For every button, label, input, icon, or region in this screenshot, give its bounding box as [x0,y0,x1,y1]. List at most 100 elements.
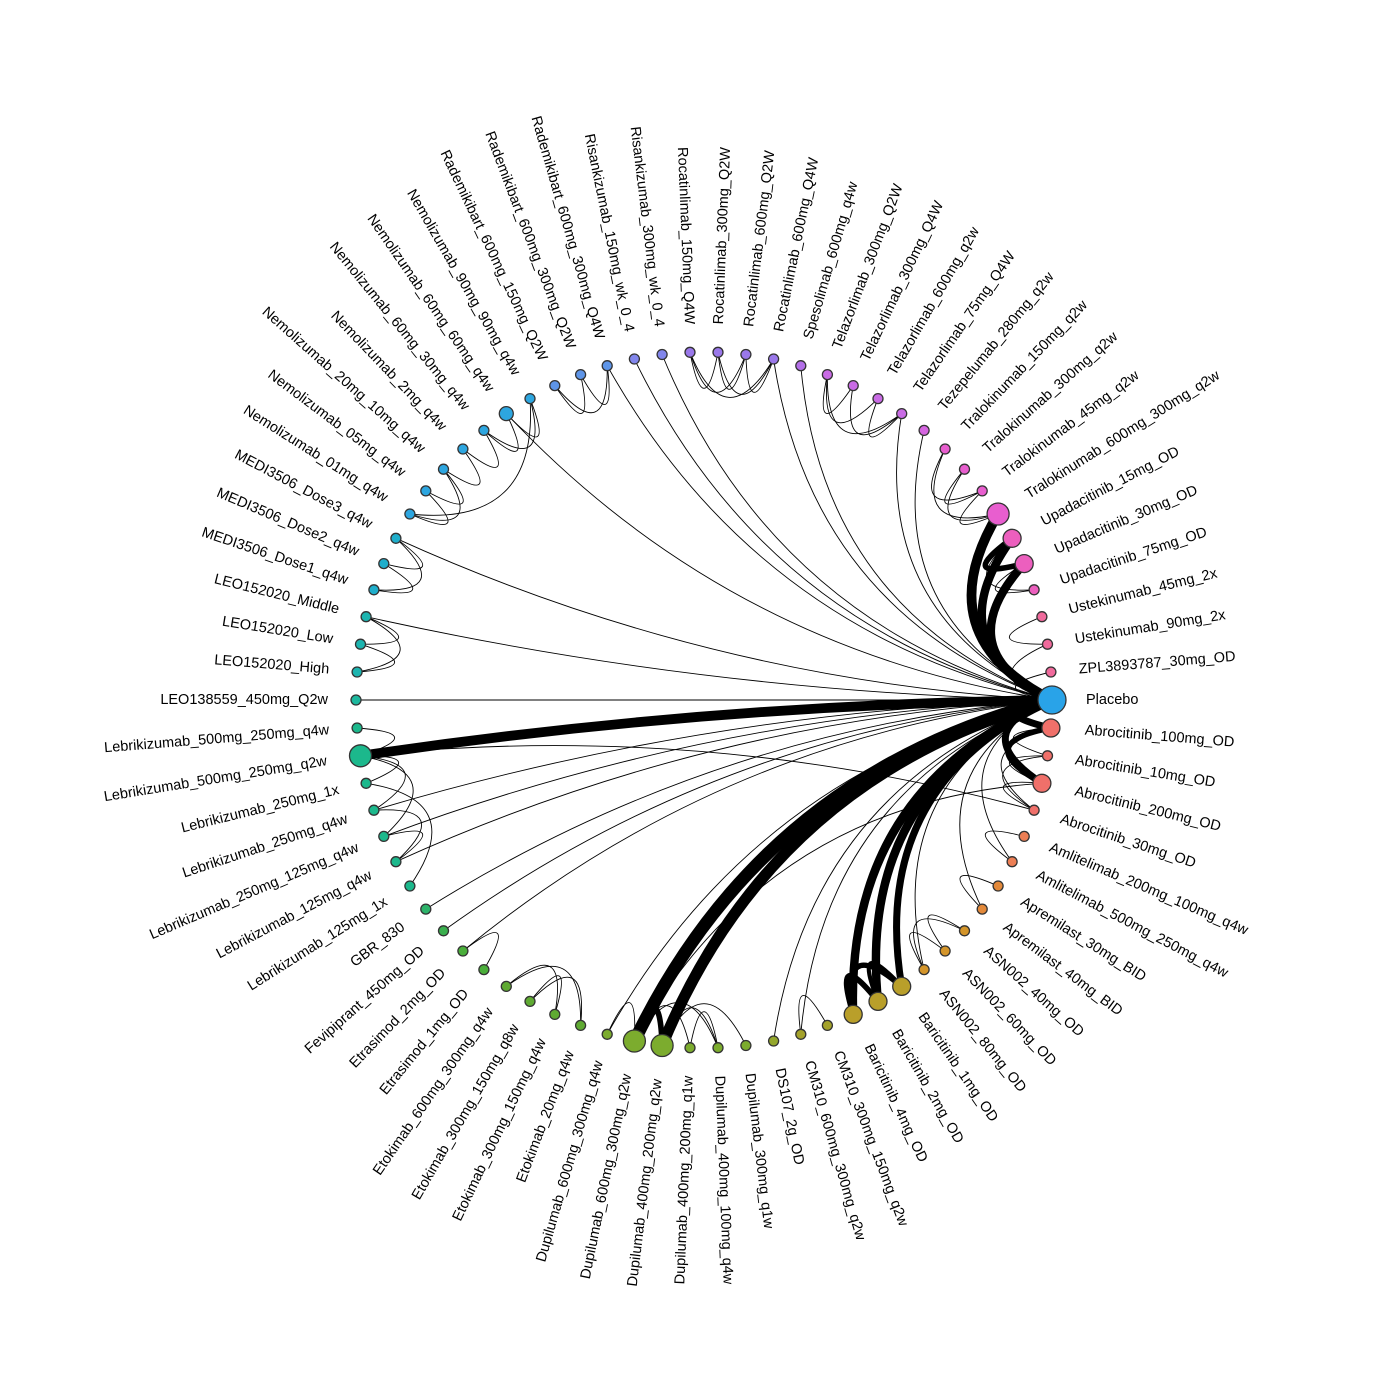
node-etokimab-20mg-q4w[interactable] [574,1019,587,1032]
node-etokimab-600mg-300mg-q4w[interactable] [500,980,512,993]
node-leo152020-high[interactable] [351,666,363,678]
node-tralokinumab-300mg-q2w[interactable] [958,463,971,475]
node-upadacitinib-75mg-od[interactable] [1028,584,1040,596]
node-abrocitinib-30mg-od[interactable] [1028,804,1040,816]
node-lebrikizumab-500mg-250mg-q4w[interactable] [351,722,363,734]
node-dupilumab-400mg-200mg-q2w[interactable] [650,1033,674,1058]
node-baricitinib-4mg-od[interactable] [843,1004,863,1025]
node-cm310-600mg-300mg-q2w[interactable] [795,1028,807,1040]
node-telazorlimab-600mg-q2w[interactable] [872,392,884,405]
node-medi3506-dose1-q4w[interactable] [368,584,380,596]
node-cm310-300mg-150mg-q2w[interactable] [821,1019,834,1032]
edge-nemolizumab-20mg-10mg-q4w-nemolizumab-01mg-q4w [409,468,461,521]
node-upadacitinib-30mg-od[interactable] [1014,553,1034,574]
node-nemolizumab-60mg-60mg-q4w[interactable] [498,405,514,422]
node-apremilast-40mg-bid[interactable] [976,903,988,915]
node-tezepelumab-280mg-q2w[interactable] [918,424,930,437]
node-tralokinumab-150mg-q2w[interactable] [939,443,951,455]
node-rocatinlimab-600mg-q4w[interactable] [767,353,780,365]
node-tralokinumab-45mg-q2w[interactable] [976,485,988,497]
node-etokimab-300mg-150mg-q4w[interactable] [549,1008,561,1021]
node-lebrikizumab-500mg-250mg-q2w[interactable] [348,744,373,768]
node-medi3506-dose2-q4w[interactable] [378,557,390,570]
node-telazorlimab-300mg-q4w[interactable] [847,379,859,392]
node-baricitinib-2mg-od[interactable] [868,991,888,1012]
label-abrocitinib-10mg-od: Abrocitinib_10mg_OD [1074,752,1217,791]
node-etokimab-300mg-150mg-q8w[interactable] [524,995,536,1008]
node-upadacitinib-15mg-od[interactable] [1002,528,1022,548]
node-nemolizumab-20mg-10mg-q4w[interactable] [437,463,450,475]
node-rademikibart-600mg-300mg-q4w[interactable] [601,360,613,372]
node-rademikibart-600mg-300mg-q2w[interactable] [574,368,587,381]
node-ds107-2g-od[interactable] [767,1035,780,1047]
node-etrasimod-1mg-od[interactable] [478,963,490,976]
node-lebrikizumab-125mg-1x[interactable] [404,880,416,892]
node-amlitelimab-200mg-100mg-q4w[interactable] [1018,830,1030,843]
node-fevipiprant-450mg-od[interactable] [437,925,450,937]
node-ustekinumab-45mg-2x[interactable] [1036,611,1048,623]
edge-rocatinlimab-600mg-q4w-rocatinlimab-150mg-q4w [689,351,775,398]
node-zpl3893787-30mg-od[interactable] [1045,666,1057,678]
edge-etokimab-600mg-300mg-q4w-etokimab-20mg-q4w [505,965,582,1026]
node-nemolizumab-60mg-30mg-q4w[interactable] [478,424,490,437]
node-telazorlimab-75mg-q4w[interactable] [896,407,908,420]
node-tralokinumab-600mg-300mg-q2w[interactable] [986,502,1010,526]
edge-etokimab-300mg-150mg-q8w-etokimab-300mg-150mg-q4w [529,975,562,1015]
node-dupilumab-300mg-q1w[interactable] [740,1039,752,1052]
node-telazorlimab-300mg-q2w[interactable] [821,368,834,381]
edge-etokimab-600mg-300mg-q4w-etokimab-300mg-150mg-q4w [505,964,558,1015]
node-rocatinlimab-150mg-q4w[interactable] [684,346,696,358]
node-rocatinlimab-300mg-q2w[interactable] [712,346,724,358]
node-medi3506-dose3-q4w[interactable] [390,532,402,544]
node-dupilumab-400mg-100mg-q4w[interactable] [712,1042,724,1054]
node-nemolizumab-2mg-q4w[interactable] [457,443,469,455]
node-spesolimab-600mg-q4w[interactable] [795,360,807,372]
node-abrocitinib-10mg-od[interactable] [1041,750,1054,762]
edge-rademikibart-600mg-300mg-q4w-rademikibart-600mg-150mg-q2w [554,365,608,414]
node-abrocitinib-200mg-od[interactable] [1032,773,1052,793]
edge-nemolizumab-90mg-90mg-q4w-nemolizumab-01mg-q4w [409,398,532,516]
edge-nemolizumab-90mg-90mg-q4w-nemolizumab-60mg-30mg-q4w [483,398,536,449]
node-dupilumab-600mg-300mg-q2w[interactable] [622,1029,647,1053]
edge-tralokinumab-600mg-300mg-q2w-tralokinumab-45mg-q2w [959,490,999,525]
node-rocatinlimab-600mg-q2w[interactable] [740,348,752,361]
node-lebrikizumab-125mg-q4w[interactable] [390,856,402,868]
node-lebrikizumab-250mg-1x[interactable] [360,777,372,789]
edge-rocatinlimab-600mg-q2w-rocatinlimab-300mg-q2w [717,351,747,390]
node-ustekinumab-90mg-2x[interactable] [1041,638,1054,650]
edge-placebo-risankizumab-150mg-wk-0-4 [633,358,1053,701]
node-baricitinib-1mg-od[interactable] [892,976,912,997]
edge-dupilumab-400mg-200mg-q1w-dupilumab-400mg-100mg-q4w [689,1011,719,1049]
edge-leo152020-middle-leo152020-low [360,616,400,645]
node-rademikibart-600mg-150mg-q2w[interactable] [549,379,561,392]
edge-apremilast-40mg-bid-apremilast-30mg-bid [959,875,999,910]
node-abrocitinib-100mg-od[interactable] [1041,718,1061,738]
edge-placebo-tralokinumab-600mg-300mg-q2w [966,509,1057,705]
node-placebo[interactable] [1037,685,1067,715]
node-gbr-830[interactable] [420,903,432,915]
node-nemolizumab-01mg-q4w[interactable] [404,508,416,520]
node-leo152020-middle[interactable] [360,611,372,623]
node-dupilumab-400mg-200mg-q1w[interactable] [684,1042,696,1054]
edge-rocatinlimab-600mg-q4w-rocatinlimab-600mg-q2w [745,354,775,393]
node-leo152020-low[interactable] [354,638,367,650]
node-apremilast-30mg-bid[interactable] [992,880,1004,892]
label-ustekinumab-90mg-2x: Ustekinumab_90mg_2x [1074,607,1228,647]
edge-telazorlimab-600mg-q2w-telazorlimab-300mg-q2w [826,374,879,424]
node-amlitelimab-500mg-250mg-q4w[interactable] [1006,856,1018,868]
node-asn002-80mg-od[interactable] [918,963,930,976]
node-etrasimod-2mg-od[interactable] [457,945,469,957]
node-lebrikizumab-250mg-q4w[interactable] [368,804,380,816]
node-asn002-40mg-od[interactable] [958,925,971,937]
label-dupilumab-400mg-100mg-q4w: Dupilumab_400mg_100mg_q4w [711,1075,735,1285]
node-leo138559-450mg-q2w[interactable] [350,694,362,706]
node-lebrikizumab-250mg-125mg-q4w[interactable] [378,830,390,843]
node-nemolizumab-90mg-90mg-q4w[interactable] [524,392,536,405]
node-dupilumab-600mg-300mg-q4w[interactable] [601,1028,613,1040]
node-asn002-60mg-od[interactable] [939,945,951,957]
edge-lebrikizumab-250mg-q4w-lebrikizumab-125mg-q4w [373,809,423,863]
node-risankizumab-150mg-wk-0-4[interactable] [628,353,641,365]
node-risankizumab-300mg-wk-0-4[interactable] [656,348,668,361]
node-nemolizumab-05mg-q4w[interactable] [420,485,432,497]
